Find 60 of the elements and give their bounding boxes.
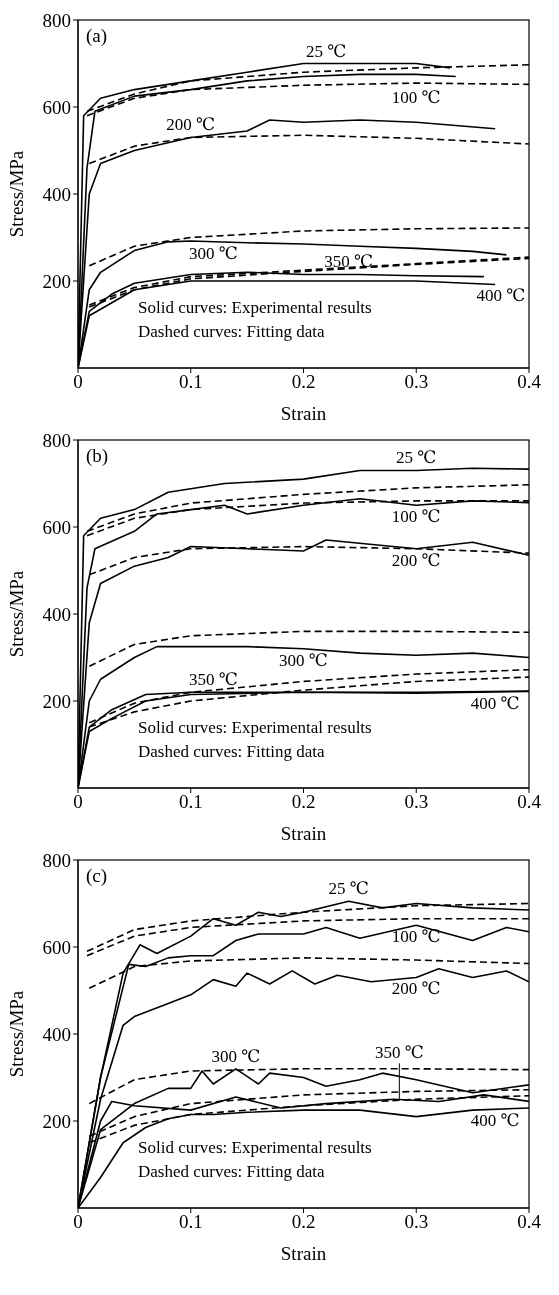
x-tick-label: 0.2 bbox=[291, 791, 316, 813]
annotation: Solid curves: Experimental results bbox=[138, 718, 372, 738]
annotation: (c) bbox=[86, 865, 108, 886]
x-tick-label: 0.3 bbox=[404, 1211, 429, 1233]
series-label: 25 ℃ bbox=[305, 41, 347, 61]
x-tick-label: 0.2 bbox=[291, 371, 316, 393]
x-axis-title: Strain bbox=[280, 403, 327, 424]
y-tick-label: 800 bbox=[42, 849, 71, 871]
x-tick-label: 0.1 bbox=[178, 791, 203, 813]
x-tick-label: 0.4 bbox=[517, 1211, 542, 1233]
text: 350 ℃ bbox=[374, 1043, 424, 1063]
annotation: Dashed curves: Fitting data bbox=[138, 322, 325, 342]
annotation: Solid curves: Experimental results bbox=[138, 298, 372, 318]
y-tick-label: 200 bbox=[42, 270, 71, 292]
annotation: (a) bbox=[86, 25, 108, 46]
x-tick-label: 0.1 bbox=[178, 371, 203, 393]
series-label: 350 ℃ bbox=[324, 252, 373, 272]
series-label: 200 ℃ bbox=[391, 979, 441, 999]
series-label: 200 ℃ bbox=[391, 550, 441, 570]
x-tick-label: 0.2 bbox=[291, 1211, 316, 1233]
y-axis-title: Stress/MPa bbox=[5, 570, 27, 658]
y-tick-label: 200 bbox=[42, 1110, 71, 1132]
series-label: 400 ℃ bbox=[470, 693, 520, 713]
series-label: 300 ℃ bbox=[279, 650, 328, 670]
y-axis-title: Stress/MPa bbox=[5, 150, 27, 238]
x-tick-label: 0 bbox=[73, 1211, 83, 1233]
y-axis-title: Stress/MPa bbox=[5, 990, 27, 1078]
series-label: 25 ℃ bbox=[328, 879, 369, 899]
annotation: Solid curves: Experimental results bbox=[138, 1138, 372, 1158]
series-label: 400 ℃ bbox=[470, 1111, 520, 1131]
series-label: 400 ℃ bbox=[476, 286, 526, 306]
y-tick-label: 800 bbox=[42, 429, 71, 451]
series-label: 100 ℃ bbox=[391, 507, 441, 527]
x-tick-label: 0.3 bbox=[404, 791, 429, 813]
x-tick-label: 0.3 bbox=[404, 371, 429, 393]
y-tick-label: 400 bbox=[42, 183, 71, 205]
y-tick-label: 600 bbox=[42, 936, 71, 958]
annotation: (b) bbox=[86, 445, 109, 466]
x-axis-title: Strain bbox=[280, 1243, 327, 1264]
x-tick-label: 0 bbox=[73, 371, 83, 393]
series-label: 100 ℃ bbox=[391, 88, 441, 108]
annotation: Dashed curves: Fitting data bbox=[138, 742, 325, 762]
x-axis-title: Strain bbox=[280, 823, 327, 844]
y-tick-label: 600 bbox=[42, 96, 71, 118]
annotation: Dashed curves: Fitting data bbox=[138, 1162, 325, 1182]
x-tick-label: 0.4 bbox=[517, 791, 542, 813]
x-tick-label: 0 bbox=[73, 791, 83, 813]
x-tick-label: 0.1 bbox=[178, 1211, 203, 1233]
series-label: 300 ℃ bbox=[211, 1046, 261, 1066]
series-label: 350 ℃ bbox=[188, 670, 238, 690]
y-tick-label: 200 bbox=[42, 690, 71, 712]
y-tick-label: 400 bbox=[42, 1023, 71, 1045]
series-label: 200 ℃ bbox=[166, 115, 216, 135]
y-tick-label: 400 bbox=[42, 603, 71, 625]
y-tick-label: 600 bbox=[42, 516, 71, 538]
series-label: 100 ℃ bbox=[391, 927, 441, 947]
y-tick-label: 800 bbox=[42, 9, 71, 31]
series-label: 25 ℃ bbox=[396, 448, 437, 468]
x-tick-label: 0.4 bbox=[517, 371, 542, 393]
series-label: 300 ℃ bbox=[188, 243, 238, 263]
